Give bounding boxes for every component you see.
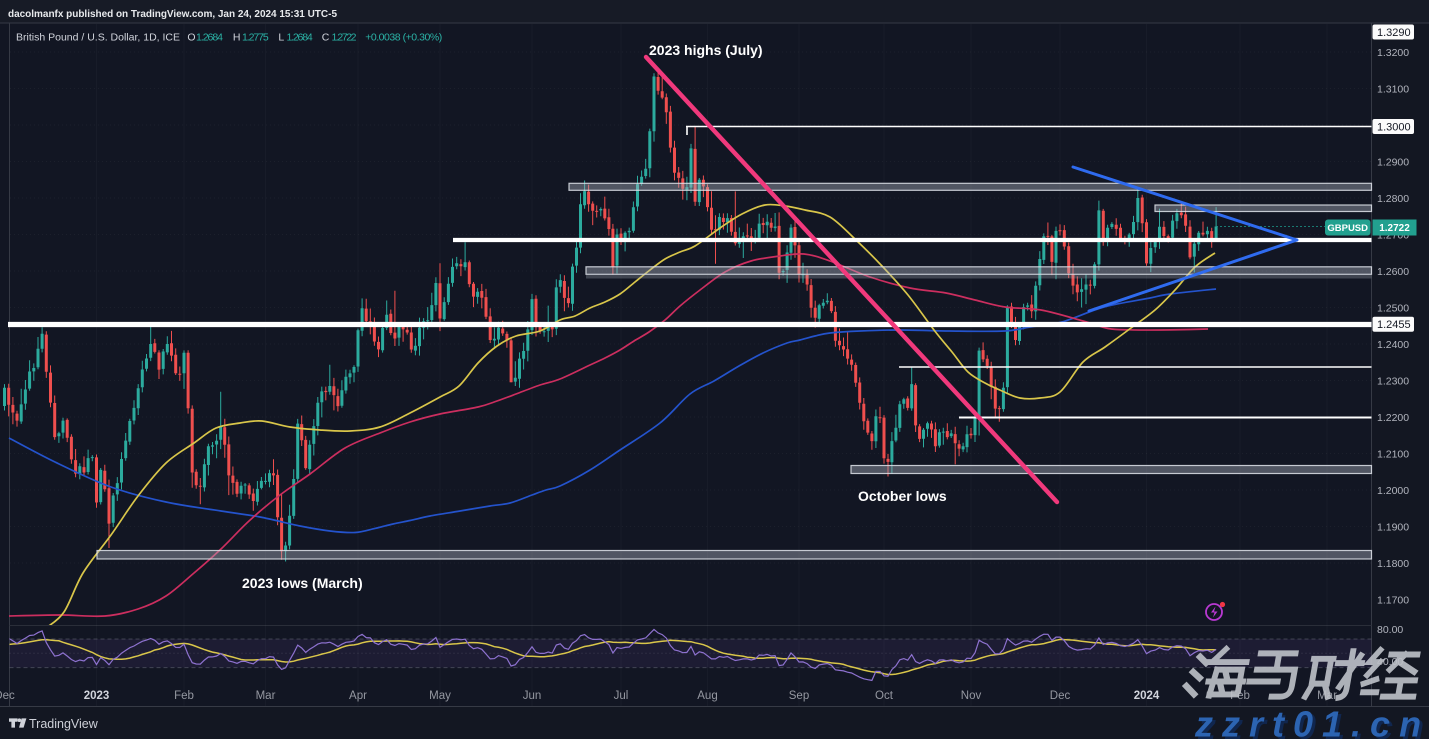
svg-text:zzrt01.cn: zzrt01.cn xyxy=(1197,706,1429,739)
svg-text:80.00: 80.00 xyxy=(1377,624,1403,636)
svg-text:1.2300: 1.2300 xyxy=(1377,376,1409,388)
svg-text:1.2684: 1.2684 xyxy=(196,32,223,44)
svg-text:zzrt01.cn: zzrt01.cn xyxy=(1194,704,1429,739)
svg-text:1.1800: 1.1800 xyxy=(1377,558,1409,570)
svg-text:L: L xyxy=(278,32,284,44)
svg-text:Nov: Nov xyxy=(961,690,982,702)
svg-text:1.2722: 1.2722 xyxy=(332,32,357,44)
svg-text:1.2775: 1.2775 xyxy=(242,32,269,44)
svg-text:2023 highs (July): 2023 highs (July) xyxy=(649,42,763,58)
svg-text:1.2000: 1.2000 xyxy=(1377,485,1409,497)
svg-text:GBPUSD: GBPUSD xyxy=(1327,223,1368,234)
svg-text:Apr: Apr xyxy=(349,690,367,702)
svg-text:dacolmanfx published on Tradin: dacolmanfx published on TradingView.com,… xyxy=(8,9,337,20)
svg-text:1.1900: 1.1900 xyxy=(1377,522,1409,534)
svg-text:Jul: Jul xyxy=(614,690,629,702)
svg-text:Dec: Dec xyxy=(1050,690,1071,702)
svg-text:Jun: Jun xyxy=(523,690,542,702)
svg-text:1.2600: 1.2600 xyxy=(1377,266,1409,278)
svg-text:H: H xyxy=(233,32,241,44)
svg-text:1.3100: 1.3100 xyxy=(1377,84,1409,96)
svg-text:1.3290: 1.3290 xyxy=(1377,27,1411,39)
svg-text:Mar: Mar xyxy=(256,690,276,702)
svg-text:1.2722: 1.2722 xyxy=(1379,223,1410,234)
svg-text:1.3200: 1.3200 xyxy=(1377,47,1409,59)
svg-text:1.1700: 1.1700 xyxy=(1377,595,1409,607)
svg-text:C: C xyxy=(322,32,330,44)
svg-text:British Pound / U.S. Dollar, 1: British Pound / U.S. Dollar, 1D, ICE xyxy=(16,32,180,44)
svg-text:Dec: Dec xyxy=(0,690,15,702)
svg-text:May: May xyxy=(429,690,451,702)
svg-text:2023 lows (March): 2023 lows (March) xyxy=(242,575,363,591)
svg-text:Feb: Feb xyxy=(174,690,194,702)
svg-text:Aug: Aug xyxy=(697,690,717,702)
svg-text:Sep: Sep xyxy=(789,690,809,702)
svg-text:1.2900: 1.2900 xyxy=(1377,157,1409,169)
svg-text:TradingView: TradingView xyxy=(29,717,99,731)
svg-text:Oct: Oct xyxy=(875,690,894,702)
svg-text:2024: 2024 xyxy=(1134,690,1160,702)
svg-text:1.2400: 1.2400 xyxy=(1377,339,1409,351)
svg-text:+0.0038 (+0.30%): +0.0038 (+0.30%) xyxy=(365,32,442,44)
svg-text:1.2800: 1.2800 xyxy=(1377,193,1409,205)
svg-text:2023: 2023 xyxy=(84,690,110,702)
svg-text:1.2200: 1.2200 xyxy=(1377,412,1409,424)
svg-text:October lows: October lows xyxy=(858,488,947,504)
svg-text:1.2500: 1.2500 xyxy=(1377,303,1409,315)
svg-text:O: O xyxy=(187,32,195,44)
svg-text:1.2455: 1.2455 xyxy=(1377,319,1411,331)
svg-text:1.3000: 1.3000 xyxy=(1377,122,1411,134)
svg-text:1.2684: 1.2684 xyxy=(287,32,313,44)
svg-text:1.2100: 1.2100 xyxy=(1377,449,1409,461)
